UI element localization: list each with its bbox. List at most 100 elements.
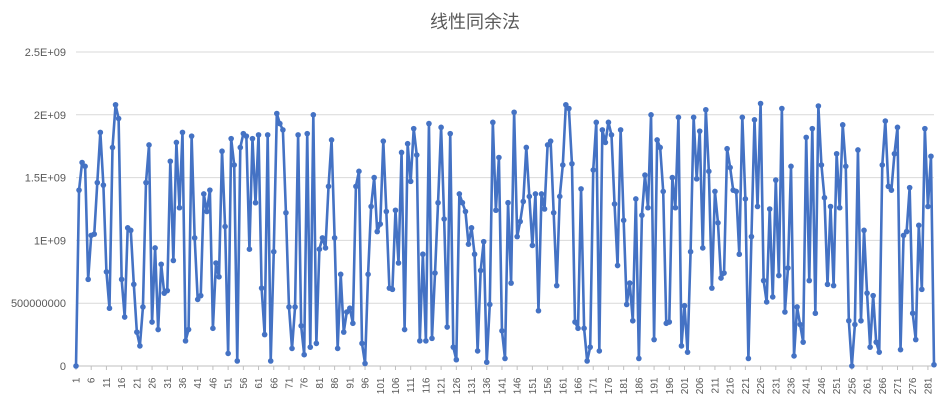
data-point: [818, 162, 825, 168]
data-point: [651, 336, 657, 343]
data-point: [532, 191, 539, 197]
data-point: [304, 130, 311, 137]
data-point: [852, 321, 858, 328]
data-point: [894, 124, 901, 131]
data-point: [219, 148, 225, 155]
x-tick-label: 171: [589, 377, 600, 394]
data-point: [149, 319, 155, 325]
data-point: [657, 144, 663, 151]
data-point: [493, 207, 499, 214]
x-tick-label: 226: [756, 377, 767, 394]
data-point: [596, 348, 603, 354]
data-point: [779, 105, 785, 112]
data-point: [742, 196, 749, 202]
data-point: [191, 235, 198, 241]
data-point: [836, 204, 843, 211]
data-point: [639, 212, 645, 219]
x-tick-label: 101: [376, 377, 387, 394]
data-point: [319, 235, 326, 241]
x-tick-label: 106: [391, 377, 402, 394]
data-point: [350, 320, 356, 327]
data-point: [298, 323, 304, 329]
data-point: [343, 309, 350, 315]
data-point: [310, 112, 317, 118]
x-tick-label: 11: [102, 377, 113, 388]
data-point: [794, 304, 800, 310]
data-point: [435, 199, 441, 206]
data-point: [429, 335, 435, 342]
data-point: [809, 125, 816, 132]
data-point: [194, 296, 201, 303]
data-point: [520, 198, 527, 205]
data-point: [550, 209, 557, 216]
data-point: [912, 336, 919, 343]
x-tick-label: 131: [467, 377, 478, 394]
data-point: [420, 251, 426, 258]
data-point: [687, 248, 694, 255]
series-markers: [73, 100, 937, 369]
data-point: [544, 142, 551, 148]
data-point: [109, 144, 116, 151]
data-point: [200, 191, 207, 197]
data-point: [590, 167, 597, 173]
x-tick-label: 156: [543, 377, 554, 394]
data-point: [629, 317, 636, 324]
data-point: [258, 285, 265, 291]
data-point: [331, 235, 338, 241]
data-point: [112, 101, 119, 108]
data-point: [626, 280, 633, 286]
x-tick-label: 111: [406, 377, 417, 393]
x-tick-label: 211: [710, 377, 721, 393]
data-point: [715, 220, 721, 226]
data-point: [359, 340, 365, 347]
x-tick-label: 281: [923, 377, 934, 394]
x-tick-label: 121: [437, 377, 448, 394]
data-point: [280, 127, 286, 133]
x-tick-label: 116: [421, 377, 432, 393]
data-point: [347, 305, 353, 312]
data-point: [79, 159, 85, 166]
data-point: [185, 326, 192, 333]
y-tick-label: 2E+09: [34, 110, 66, 122]
data-point: [371, 174, 377, 181]
data-point: [648, 112, 654, 118]
x-tick-label: 176: [604, 377, 615, 394]
data-point: [696, 128, 703, 134]
data-point: [423, 338, 429, 344]
data-point: [909, 310, 916, 317]
x-tick-label: 126: [452, 377, 463, 394]
data-point: [456, 191, 463, 197]
x-tick-label: 26: [148, 377, 159, 389]
data-point: [669, 174, 676, 181]
data-point: [468, 225, 475, 231]
data-point: [827, 203, 834, 210]
data-point: [642, 172, 648, 178]
data-point: [748, 233, 755, 240]
data-point: [496, 154, 502, 161]
data-point: [727, 164, 733, 171]
data-point: [855, 147, 861, 153]
x-tick-label: 71: [284, 377, 295, 389]
data-point: [529, 242, 536, 249]
data-point: [623, 301, 630, 308]
x-tick-label: 191: [650, 377, 661, 394]
x-tick-label: 21: [132, 377, 143, 389]
data-point: [575, 325, 581, 332]
data-point: [234, 358, 241, 364]
data-point: [797, 321, 803, 328]
data-point: [919, 286, 925, 293]
data-point: [636, 355, 642, 362]
data-point: [526, 193, 533, 200]
data-point: [925, 203, 931, 210]
data-point: [602, 139, 609, 146]
data-point: [374, 228, 381, 235]
y-tick-label: 1E+09: [34, 235, 66, 247]
data-point: [243, 133, 250, 139]
data-point: [480, 238, 487, 245]
data-point: [389, 286, 396, 293]
data-point: [751, 117, 758, 123]
x-tick-label: 241: [802, 377, 813, 394]
data-point: [846, 317, 852, 324]
data-point: [864, 290, 870, 296]
data-point: [155, 326, 161, 333]
